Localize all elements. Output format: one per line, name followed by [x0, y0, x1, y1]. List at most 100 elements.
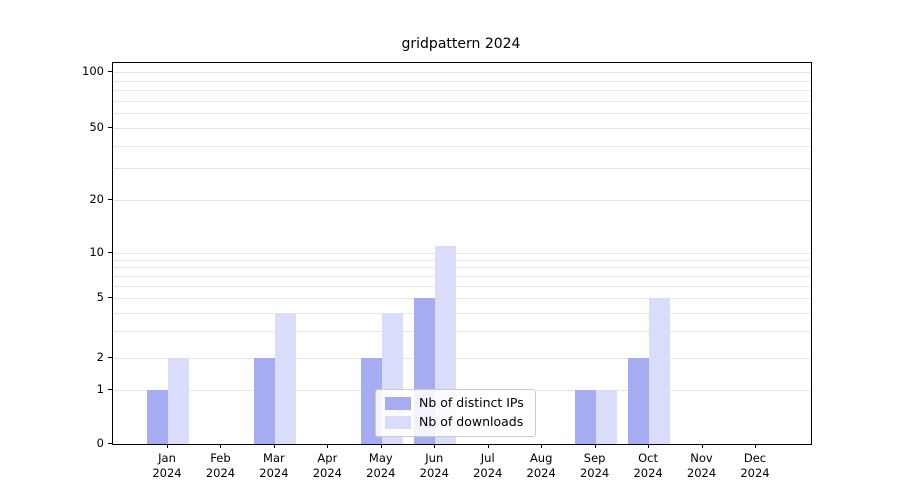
x-tick-label: May 2024	[351, 451, 411, 481]
chart-title: gridpattern 2024	[401, 36, 521, 52]
x-tick-label: Aug 2024	[511, 451, 571, 481]
gridline	[113, 358, 811, 359]
gridline	[113, 331, 811, 333]
x-tick-year: 2024	[419, 466, 449, 480]
gridline	[113, 145, 811, 147]
x-tick-label: Jan 2024	[137, 451, 197, 481]
x-tick-label: Mar 2024	[244, 451, 304, 481]
y-tick-mark	[108, 357, 112, 358]
x-tick-label: Jun 2024	[404, 451, 464, 481]
x-tick-mark	[594, 444, 596, 448]
y-tick-label: 1	[96, 382, 104, 396]
x-tick-month: May	[368, 451, 393, 465]
y-tick-mark	[108, 297, 112, 298]
x-tick-year: 2024	[579, 466, 610, 480]
gridline	[113, 286, 811, 288]
gridline	[113, 267, 811, 269]
legend-label-downloads: Nb of downloads	[419, 414, 524, 430]
bar-distinct-ips	[253, 358, 275, 444]
x-tick-month: Apr	[317, 451, 338, 465]
plot-area: Nb of distinct IPs Nb of downloads	[112, 62, 812, 445]
x-tick-year: 2024	[686, 466, 717, 480]
gridline	[113, 113, 811, 115]
y-tick-label: 10	[89, 245, 104, 259]
gridline	[113, 312, 811, 314]
x-tick-month: Mar	[263, 451, 285, 465]
legend-swatch-distinct-ips	[385, 397, 411, 410]
bar-distinct-ips	[628, 358, 650, 444]
gridline	[113, 259, 811, 261]
y-tick-mark	[108, 252, 112, 253]
bar-downloads	[168, 358, 189, 444]
legend-label-distinct-ips: Nb of distinct IPs	[419, 395, 524, 411]
gridline	[113, 200, 811, 201]
bar-distinct-ips	[574, 390, 596, 444]
x-tick-year: 2024	[526, 466, 556, 480]
gridline	[113, 80, 811, 82]
x-tick-year: 2024	[366, 466, 396, 480]
bar-distinct-ips	[147, 390, 168, 444]
y-tick-label: 5	[96, 290, 104, 304]
x-tick-month: Dec	[743, 451, 767, 465]
x-tick-year: 2024	[473, 466, 503, 480]
x-tick-mark	[648, 444, 650, 448]
y-tick-mark	[108, 199, 112, 200]
x-tick-mark	[380, 444, 382, 448]
x-tick-label: Jul 2024	[458, 451, 518, 481]
x-tick-label: Oct 2024	[618, 451, 678, 481]
x-tick-mark	[701, 444, 703, 448]
x-tick-mark	[167, 444, 168, 448]
x-tick-mark	[487, 444, 489, 448]
gridline	[113, 90, 811, 92]
gridline	[113, 298, 811, 299]
bar-downloads	[649, 298, 671, 444]
x-tick-mark	[273, 444, 275, 448]
bar-downloads	[274, 312, 296, 444]
x-tick-label: Dec 2024	[725, 451, 785, 481]
legend-item-distinct-ips: Nb of distinct IPs	[385, 397, 524, 410]
x-tick-year: 2024	[152, 466, 182, 480]
bar-downloads	[595, 390, 617, 444]
y-tick-label: 20	[89, 192, 104, 206]
gridline	[113, 253, 811, 254]
x-tick-label: Nov 2024	[672, 451, 732, 481]
y-tick-mark	[108, 127, 112, 128]
legend: Nb of distinct IPs Nb of downloads	[375, 389, 536, 437]
x-tick-month: Jul	[480, 451, 495, 465]
x-tick-mark	[327, 444, 329, 448]
x-tick-mark	[541, 444, 543, 448]
x-tick-mark	[220, 444, 222, 448]
y-tick-label: 0	[96, 436, 104, 450]
legend-item-downloads: Nb of downloads	[385, 416, 524, 429]
y-tick-label: 50	[89, 120, 104, 134]
x-tick-year: 2024	[259, 466, 289, 480]
x-tick-mark	[434, 444, 436, 448]
x-tick-label: Feb 2024	[190, 451, 250, 481]
x-tick-label: Sep 2024	[565, 451, 625, 481]
x-tick-month: Aug	[529, 451, 553, 465]
x-tick-year: 2024	[312, 466, 342, 480]
x-tick-month: Jan	[158, 451, 176, 465]
gridline	[113, 128, 811, 129]
x-tick-month: Feb	[210, 451, 231, 465]
x-tick-mark	[755, 444, 756, 448]
gridline	[113, 72, 811, 73]
gridline	[113, 276, 811, 278]
y-tick-mark	[108, 71, 112, 72]
x-tick-month: Oct	[638, 451, 659, 465]
x-tick-year: 2024	[205, 466, 236, 480]
x-tick-label: Apr 2024	[297, 451, 357, 481]
legend-swatch-downloads	[385, 416, 411, 429]
x-tick-month: Sep	[583, 451, 606, 465]
y-tick-mark	[108, 389, 112, 390]
y-tick-mark	[108, 443, 112, 444]
y-tick-label: 2	[96, 350, 104, 364]
y-tick-label: 100	[82, 64, 104, 78]
gridline	[113, 168, 811, 170]
gridline	[113, 100, 811, 102]
x-tick-month: Nov	[690, 451, 713, 465]
x-tick-month: Jun	[425, 451, 444, 465]
x-tick-year: 2024	[740, 466, 770, 480]
x-tick-year: 2024	[633, 466, 663, 480]
